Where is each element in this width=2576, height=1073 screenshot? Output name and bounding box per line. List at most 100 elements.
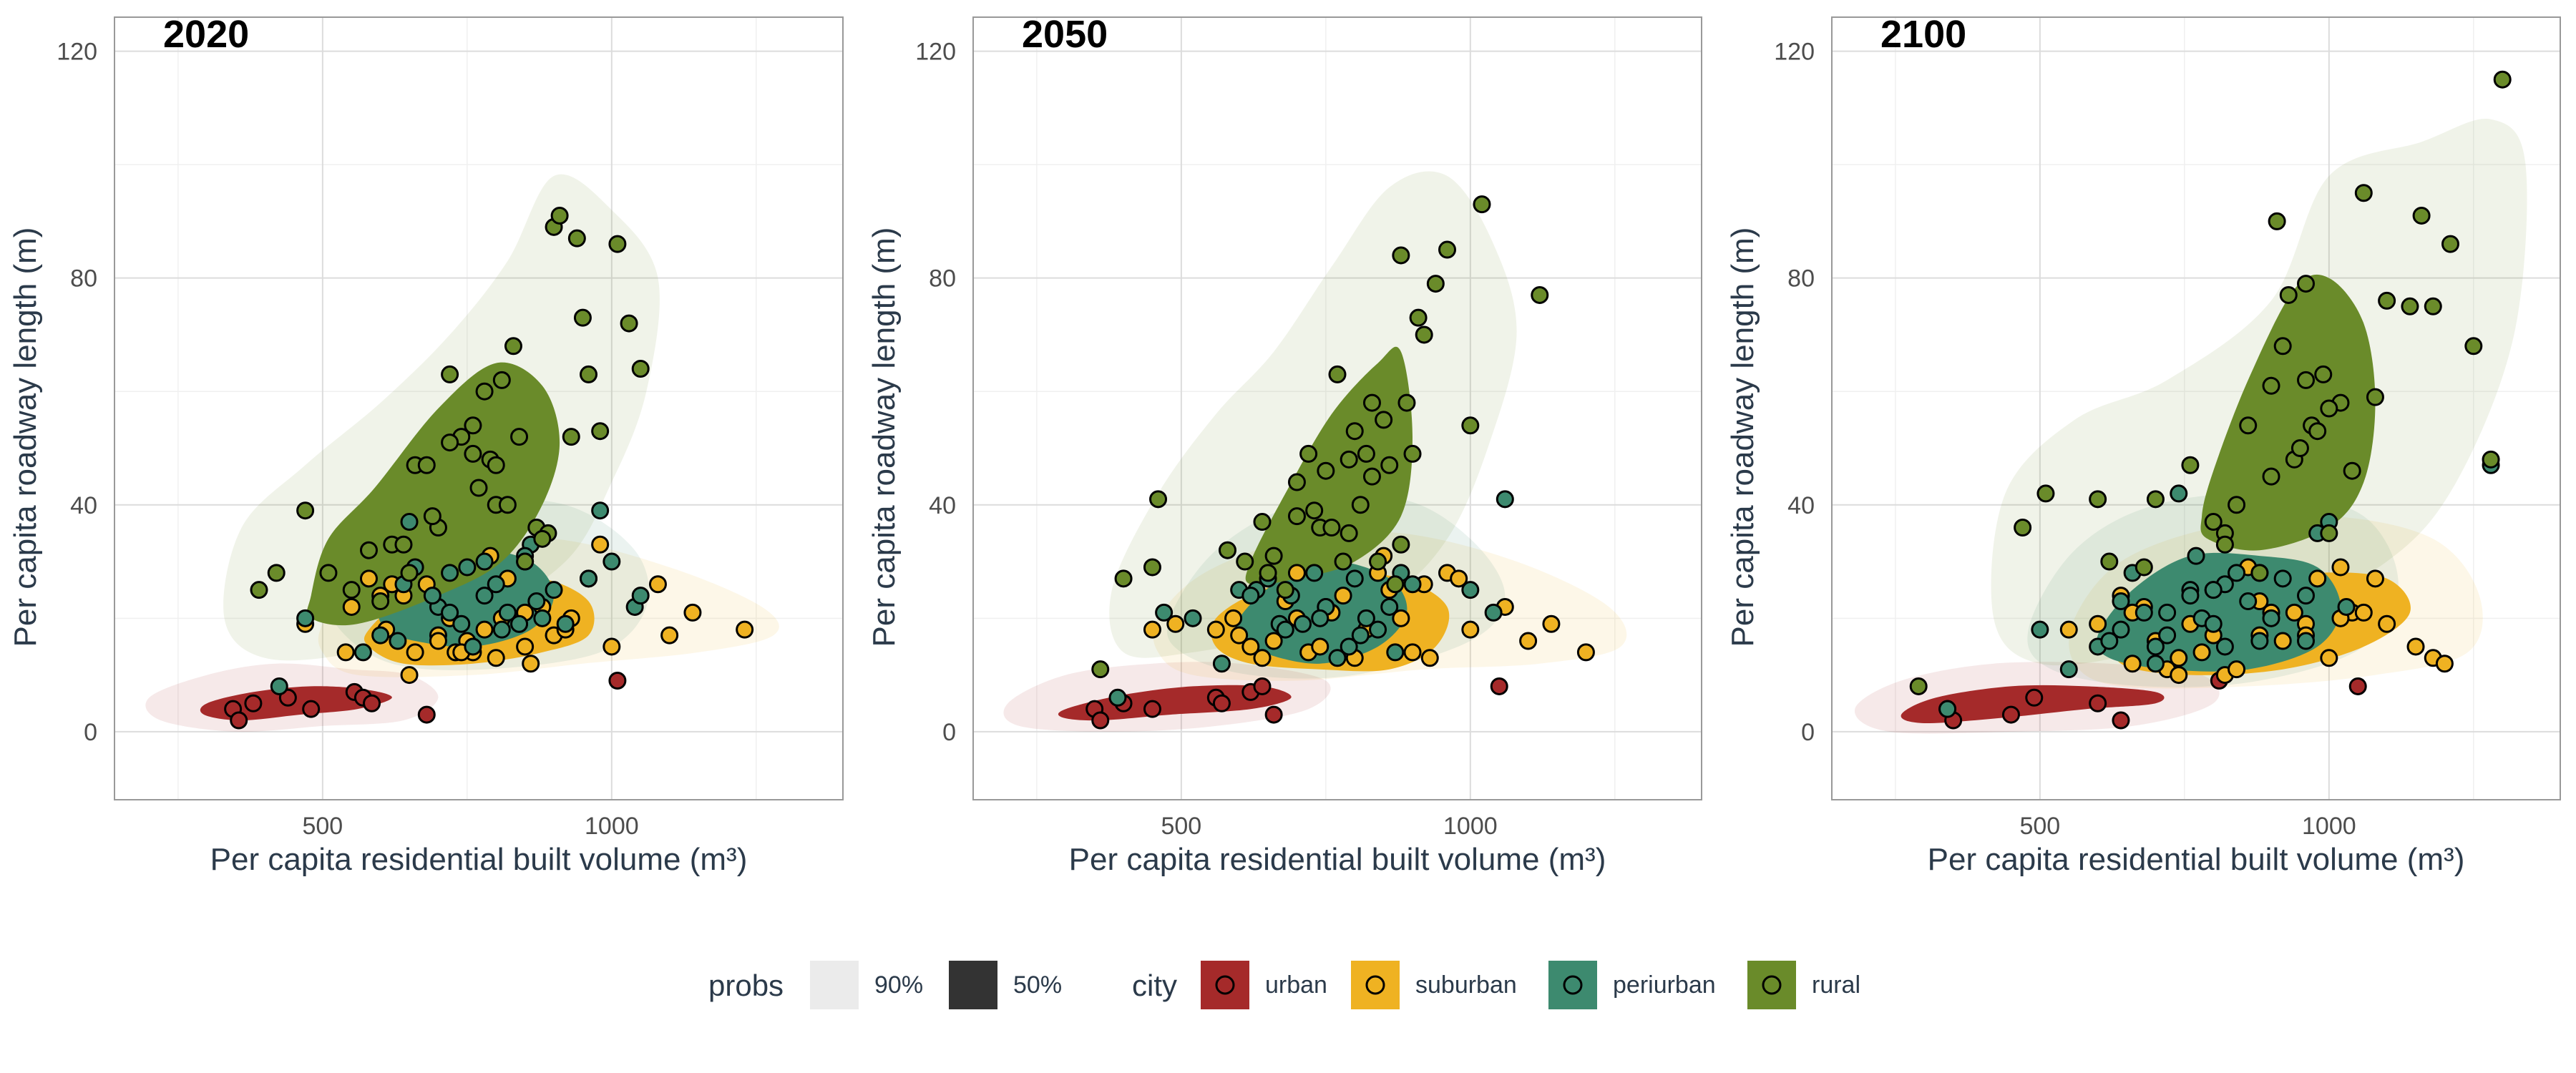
- legend-label-suburban: suburban: [1415, 971, 1517, 999]
- point-suburban: [1576, 643, 1595, 662]
- point-periurban: [2146, 637, 2165, 656]
- point-urban: [1212, 694, 1231, 712]
- point-suburban: [1264, 632, 1283, 650]
- point-rural: [2279, 285, 2298, 304]
- legend-label-rural: rural: [1812, 971, 1860, 999]
- point-rural: [1287, 507, 1306, 526]
- point-rural: [1328, 365, 1347, 383]
- point-suburban: [1392, 609, 1410, 627]
- point-suburban: [1334, 587, 1352, 605]
- y-axis-label: Per capita roadway length (m): [867, 227, 902, 647]
- point-rural: [487, 456, 505, 474]
- point-suburban: [1166, 614, 1185, 633]
- point-rural: [1236, 552, 1254, 571]
- point-suburban: [2435, 655, 2454, 673]
- point-periurban: [1155, 603, 1174, 622]
- point-periurban: [1294, 614, 1312, 633]
- point-rural: [296, 501, 315, 520]
- point-suburban: [400, 666, 419, 685]
- panel-2020: 500 1000 0 40 80 120 Per capita residential bu…: [8, 13, 844, 877]
- point-suburban: [1224, 609, 1243, 627]
- x-tick-label: 500: [1161, 813, 1201, 840]
- point-urban: [363, 694, 381, 712]
- y-tick-label: 80: [1787, 265, 1815, 293]
- point-rural: [1386, 575, 1405, 594]
- point-suburban: [2406, 637, 2425, 656]
- point-rural: [2412, 206, 2431, 225]
- point-periurban: [556, 614, 575, 633]
- point-suburban: [475, 620, 494, 639]
- point-rural: [1531, 285, 1549, 304]
- point-rural: [1362, 467, 1381, 486]
- point-rural: [620, 314, 638, 333]
- point-periurban: [353, 643, 372, 662]
- panel-2050: 500 1000 0 40 80 120 Per capita residential bu…: [867, 13, 1702, 877]
- point-rural: [1392, 246, 1410, 265]
- point-rural: [1114, 569, 1133, 588]
- point-rural: [492, 371, 511, 389]
- point-suburban: [1241, 637, 1260, 656]
- point-urban: [1143, 700, 1161, 718]
- point-periurban: [1276, 620, 1294, 639]
- point-periurban: [475, 552, 494, 571]
- legend-swatch-50: [949, 961, 997, 1009]
- point-rural: [1345, 422, 1364, 441]
- point-periurban: [1345, 569, 1364, 588]
- legend-probs-title: probs: [708, 969, 784, 1002]
- point-rural: [2100, 552, 2119, 571]
- point-rural: [631, 360, 650, 378]
- point-rural: [1340, 524, 1358, 542]
- point-rural: [2308, 422, 2327, 441]
- point-periurban: [487, 575, 505, 594]
- point-periurban: [1496, 490, 1514, 509]
- point-rural: [2268, 212, 2286, 230]
- y-tick-label: 40: [929, 492, 956, 519]
- point-suburban: [2308, 569, 2327, 588]
- panel-title: 2050: [1022, 13, 1108, 56]
- point-rural: [1091, 660, 1110, 679]
- legend-swatch-90: [810, 961, 859, 1009]
- x-tick-label: 1000: [2302, 813, 2356, 840]
- point-rural: [2441, 235, 2459, 253]
- point-periurban: [458, 558, 477, 577]
- point-periurban: [602, 552, 621, 571]
- point-rural: [1259, 564, 1277, 582]
- point-periurban: [1403, 575, 1422, 594]
- x-axis-label: Per capita residential built volume (m³): [210, 842, 748, 877]
- point-rural: [2354, 184, 2373, 202]
- point-rural: [2320, 524, 2338, 542]
- legend-city-title: city: [1132, 969, 1177, 1002]
- point-rural: [608, 235, 627, 253]
- point-periurban: [1938, 700, 1957, 718]
- point-rural: [2290, 438, 2309, 457]
- point-rural: [2378, 291, 2396, 310]
- point-suburban: [336, 643, 355, 662]
- point-rural: [2014, 518, 2032, 536]
- point-rural: [2181, 456, 2200, 474]
- point-rural: [1287, 473, 1306, 491]
- point-rural: [2320, 399, 2338, 418]
- point-periurban: [2135, 603, 2153, 622]
- point-suburban: [648, 575, 667, 594]
- point-periurban: [1380, 597, 1399, 616]
- point-rural: [2239, 416, 2258, 435]
- y-tick-label: 120: [915, 39, 956, 66]
- point-rural: [475, 382, 494, 401]
- point-suburban: [602, 637, 621, 656]
- point-periurban: [1484, 603, 1503, 622]
- point-rural: [1357, 444, 1375, 463]
- point-rural: [1149, 490, 1168, 509]
- point-rural: [2493, 70, 2512, 89]
- point-periurban: [1386, 643, 1405, 662]
- x-tick-label: 1000: [585, 813, 639, 840]
- point-periurban: [441, 564, 459, 582]
- point-rural: [1299, 444, 1318, 463]
- point-rural: [1409, 308, 1428, 327]
- x-tick-label: 500: [2019, 813, 2060, 840]
- point-urban: [1091, 711, 1110, 730]
- point-periurban: [1108, 688, 1127, 707]
- point-rural: [394, 535, 413, 554]
- point-suburban: [1253, 649, 1272, 667]
- point-rural: [580, 365, 598, 383]
- point-periurban: [2031, 620, 2049, 639]
